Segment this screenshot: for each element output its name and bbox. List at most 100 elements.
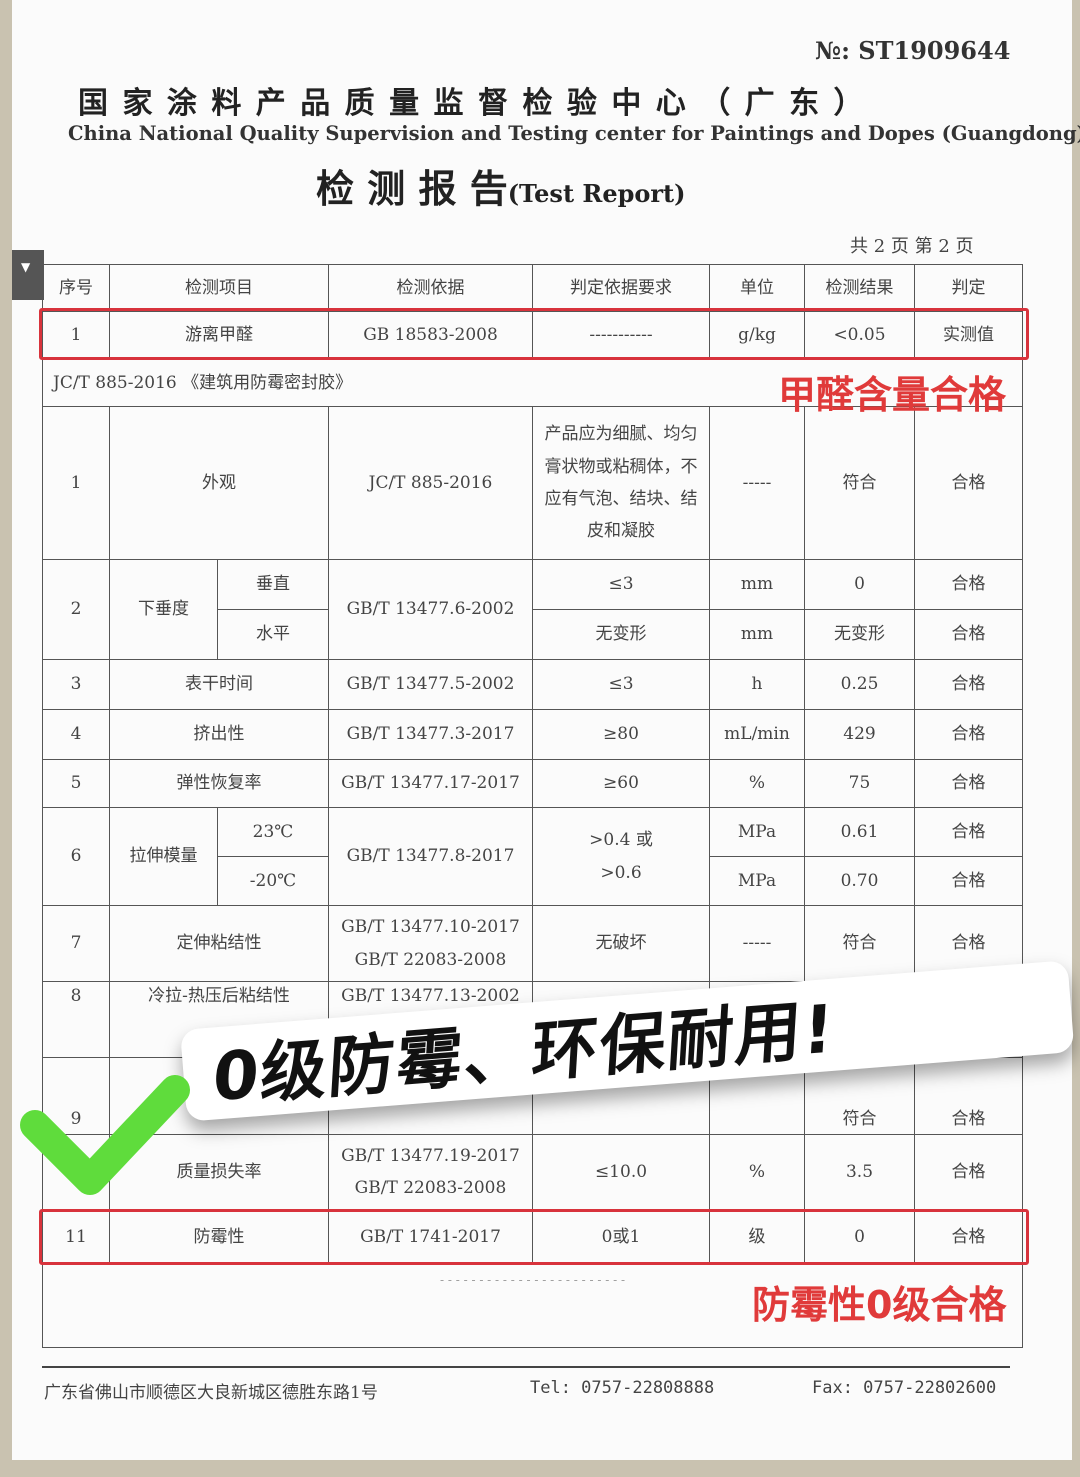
row-6-no: 6 (42, 807, 110, 906)
row-10-req-text: ≤10.0 (594, 1161, 648, 1182)
row-3-basis-text: GB/T 13477.5-2002 (346, 674, 515, 695)
row-2-no: 2 (42, 559, 110, 660)
row-5-item-text: 弹性恢复率 (176, 773, 262, 794)
row-9-verdict-text: 合格 (951, 1108, 986, 1129)
row-7-verdict-text: 合格 (951, 933, 986, 954)
blank-area-text: - - - - - - - - - - - - - - - - - - - - … (439, 1273, 626, 1287)
check-icon (20, 1075, 190, 1195)
row-1-basis: JC/T 885-2016 (328, 406, 533, 560)
row-6-subitem: 23℃ (217, 807, 329, 857)
row-11-result-text: 0 (854, 1226, 865, 1247)
row-10-result: 3.5 (804, 1134, 915, 1210)
footer-divider (42, 1366, 1010, 1368)
row-2-basis-text: GB/T 13477.6-2002 (346, 599, 515, 620)
row-6-verdict: 合格 (914, 856, 1023, 906)
footer-address: 广东省佛山市顺德区大良新城区德胜东路1号 (44, 1383, 378, 1403)
row-1-req-text: 产品应为细腻、均匀膏状物或粘稠体，不应有气泡、结块、结皮和凝胶 (544, 424, 698, 542)
row-7-item-text: 定伸粘结性 (176, 933, 262, 954)
row-4-req: ≥80 (532, 709, 710, 760)
row-6-verdict-text: 合格 (951, 870, 986, 891)
formaldehyde-unit-text: g/kg (738, 325, 776, 346)
header-basis: 检测依据 (328, 264, 533, 312)
row-3-verdict-text: 合格 (951, 674, 986, 695)
row-2-req: 无变形 (532, 609, 710, 660)
row-7-unit: ----- (709, 905, 805, 982)
row-6-unit: MPa (709, 807, 805, 857)
dropdown-tab[interactable]: ▼ (12, 250, 44, 300)
row-6-verdict: 合格 (914, 807, 1023, 857)
row-6-unit: MPa (709, 856, 805, 906)
row-2-verdict: 合格 (914, 559, 1023, 610)
row-9-no-text: 9 (70, 1108, 82, 1129)
row-4-unit-text: mL/min (724, 724, 790, 745)
row-10-verdict-text: 合格 (951, 1161, 986, 1182)
row-2-unit: mm (709, 559, 805, 610)
row-6-req-text: >0.4 或 >0.6 (589, 830, 653, 883)
row-2-result: 0 (804, 559, 915, 610)
row-6-unit-text: MPa (737, 870, 777, 891)
header-req: 判定依据要求 (532, 264, 710, 312)
row-2-req-text: 无变形 (595, 624, 647, 645)
row-1-unit: ----- (709, 406, 805, 560)
title-cn: 国 家 涂 料 产 品 质 量 监 督 检 验 中 心 （ 广 东 ） (78, 86, 866, 121)
footer-fax: Fax: 0757-22802600 (812, 1378, 997, 1398)
row-1-result-text: 符合 (842, 472, 877, 493)
row-6-result-text: 0.61 (840, 821, 879, 842)
annotation-mold: 防霉性0级合格 (752, 1283, 1007, 1327)
row-9-result-text: 符合 (842, 1108, 877, 1129)
highlight-formaldehyde (39, 308, 1029, 360)
formaldehyde-item-text: 游离甲醛 (185, 325, 253, 346)
header-unit-text: 单位 (740, 277, 774, 298)
row-1-no: 1 (42, 406, 110, 560)
annotation-formaldehyde: 甲醛含量合格 (778, 373, 1007, 417)
row-1-basis-text: JC/T 885-2016 (368, 472, 493, 493)
row-2-no-text: 2 (70, 599, 82, 620)
row-11-no-text: 11 (65, 1226, 87, 1247)
report-title-en: (Test Report) (507, 179, 686, 208)
row-3-no-text: 3 (70, 674, 82, 695)
row-7-unit-text: ----- (742, 933, 772, 954)
row-1-verdict: 合格 (914, 406, 1023, 560)
footer-tel: Tel: 0757-22808888 (530, 1378, 715, 1398)
row-11-unit-text: 级 (748, 1226, 766, 1247)
row-11-item-text: 防霉性 (193, 1226, 245, 1247)
row-6-subitem-text: 23℃ (252, 821, 294, 842)
row-6-result: 0.70 (804, 856, 915, 906)
row-8-item-text: 冷拉-热压后粘结性 (148, 986, 290, 1006)
header-req-text: 判定依据要求 (570, 277, 672, 298)
caret-down-icon: ▼ (21, 260, 31, 274)
row-5-verdict-text: 合格 (951, 773, 986, 794)
row-7-req: 无破坏 (532, 905, 710, 982)
row-3-unit: h (709, 659, 805, 710)
row-5-item: 弹性恢复率 (109, 759, 329, 808)
row-4-result: 429 (804, 709, 915, 760)
row-3-req-text: ≤3 (608, 674, 634, 695)
row-4-item-text: 挤出性 (193, 724, 245, 745)
row-4-no-text: 4 (70, 724, 82, 745)
row-3-item: 表干时间 (109, 659, 329, 710)
row-2-result-text: 无变形 (834, 624, 885, 645)
row-4-basis-text: GB/T 13477.3-2017 (346, 724, 515, 745)
row-5-req: ≥60 (532, 759, 710, 808)
row-8-no: 8 (42, 981, 110, 1058)
row-2-verdict-text: 合格 (951, 574, 986, 595)
row-4-result-text: 429 (843, 724, 876, 745)
row-10-req: ≤10.0 (532, 1134, 710, 1210)
row-5-no-text: 5 (70, 773, 82, 794)
row-2-unit: mm (709, 609, 805, 660)
row-10-basis: GB/T 13477.19-2017 GB/T 22083-2008 (328, 1134, 533, 1210)
row-10-verdict: 合格 (914, 1134, 1023, 1210)
row-2-unit-text: mm (740, 574, 774, 595)
row-6-subitem: -20℃ (217, 856, 329, 906)
row-6-unit-text: MPa (737, 821, 777, 842)
row-2-subitem-text: 水平 (256, 624, 290, 645)
row-6-item: 拉伸模量 (109, 807, 218, 906)
report-title-cn: 检 测 报 告 (316, 166, 508, 211)
row-7-result: 符合 (804, 905, 915, 982)
row-2-basis: GB/T 13477.6-2002 (328, 559, 533, 660)
row-8-basis-text: GB/T 13477.13-2002 (341, 986, 520, 1006)
row-6-basis-text: GB/T 13477.8-2017 (346, 846, 515, 867)
formaldehyde-basis-text: GB 18583-2008 (363, 325, 498, 346)
report-number: №: ST1909644 (815, 36, 1011, 65)
row-1-item: 外观 (109, 406, 329, 560)
